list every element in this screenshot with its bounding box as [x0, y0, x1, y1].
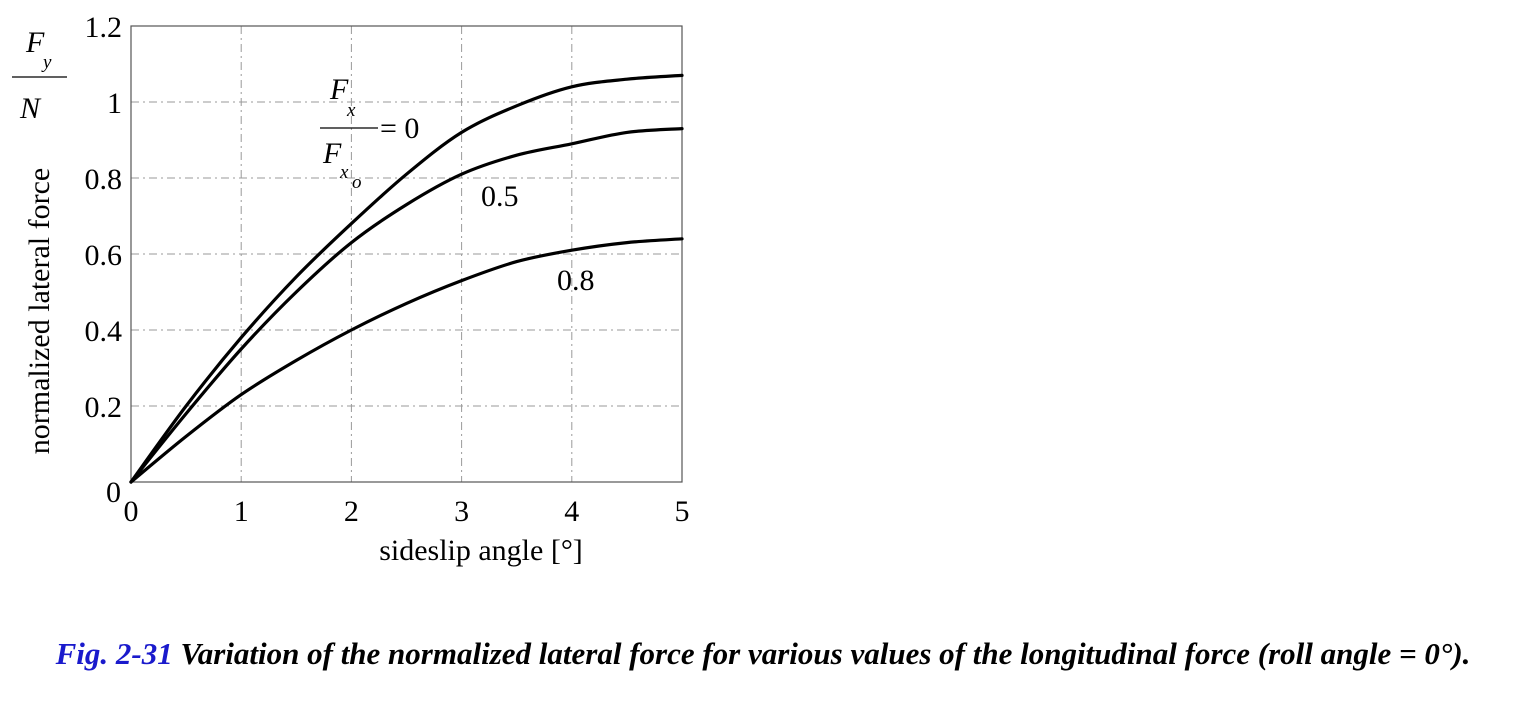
figure-caption: Fig. 2-31 Variation of the normalized la…: [20, 634, 1506, 674]
plot-frame: [130, 25, 683, 483]
tick-labels: 0 1 2 3 4 5 0 0.2 0.4 0.6 0.8 1 1.2: [85, 11, 690, 528]
y-tick-label: 1: [107, 87, 122, 120]
series-label-0-8: 0.8: [557, 264, 595, 297]
y-tick-label: 0.8: [85, 163, 123, 196]
series-line-0: [129, 73, 684, 484]
figure-caption-text: Variation of the normalized lateral forc…: [172, 636, 1471, 671]
y-tick-label: 0.2: [85, 391, 123, 424]
y-axis-label: normalized lateral force: [23, 168, 56, 455]
param-eq: = 0: [380, 112, 419, 145]
y-tick-label: 0: [106, 476, 121, 509]
x-axis-label: sideslip angle [°]: [379, 534, 583, 567]
chart: 0 1 2 3 4 5 0 0.2 0.4 0.6 0.8 1 1.2 F y N normalized…: [12, 11, 690, 567]
param-label: F x = 0 F x o: [320, 73, 419, 193]
series-layer: [129, 73, 684, 484]
y-fraction-numerator-sub: y: [41, 52, 52, 73]
y-tick-label: 0.4: [85, 315, 123, 348]
y-fraction-denominator: N: [19, 92, 42, 125]
y-axis-fraction: F y N: [12, 26, 67, 125]
y-tick-label: 1.2: [85, 11, 123, 44]
series-line-2: [129, 237, 684, 484]
param-numerator-sub: x: [346, 100, 356, 121]
x-tick-label: 2: [344, 495, 359, 528]
series-label-0-5: 0.5: [481, 180, 519, 213]
param-denominator: F: [322, 137, 342, 170]
param-numerator: F: [329, 73, 349, 106]
figure-number: Fig. 2-31: [55, 636, 173, 671]
x-tick-label: 1: [234, 495, 249, 528]
y-fraction-numerator: F: [25, 26, 45, 59]
param-denominator-subsub: o: [352, 172, 362, 193]
x-tick-label: 0: [124, 495, 139, 528]
x-tick-label: 5: [675, 495, 690, 528]
series-line-1: [129, 127, 684, 484]
x-tick-label: 4: [564, 495, 579, 528]
x-tick-label: 3: [454, 495, 469, 528]
param-denominator-sub: x: [339, 162, 349, 183]
y-tick-label: 0.6: [85, 239, 123, 272]
